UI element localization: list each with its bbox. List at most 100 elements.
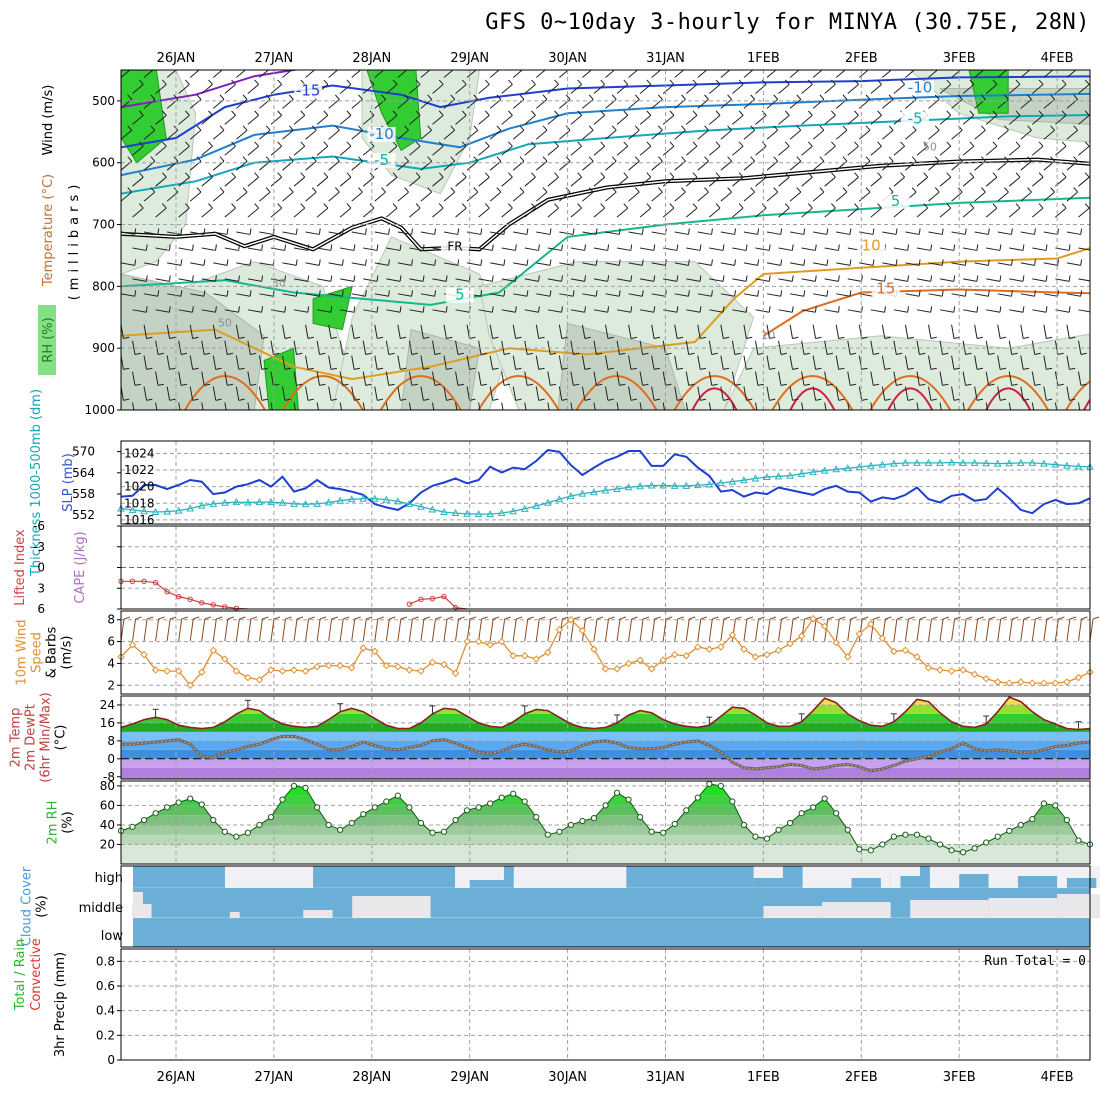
wind-barb: [709, 309, 724, 313]
wind-barb-flag: [538, 398, 545, 401]
wind-speed-point: [705, 645, 714, 653]
wind-barb: [847, 207, 859, 218]
wind-barb-flag: [238, 367, 245, 370]
wind-barb-flag: [715, 79, 721, 85]
surface-wind-barb: [1031, 618, 1036, 642]
wind-barb: [155, 176, 167, 187]
wind-barb: [443, 386, 447, 401]
cloud-high-patch: [195, 883, 225, 888]
wind-barb-flag: [791, 244, 794, 251]
wind-barb: [547, 114, 559, 125]
wind-speed-point: [140, 650, 148, 659]
wind-barb: [270, 371, 274, 386]
wind-barb-flag: [803, 383, 811, 386]
wind-barb-flag: [964, 259, 967, 266]
wind-barb: [1032, 309, 1047, 313]
wind-barb: [236, 262, 251, 266]
wind-barb-flag: [849, 228, 852, 235]
wind-barb-flag: [503, 228, 506, 235]
slp-tick-label: 1016: [124, 513, 155, 527]
wind-barb: [1077, 340, 1082, 355]
wind-speed-point: [970, 670, 979, 679]
surface-wind-barb: [270, 618, 275, 642]
wind-barb-flag: [1061, 110, 1067, 116]
wind-barb-flag: [1045, 275, 1048, 282]
wind-barb: [778, 402, 781, 410]
temperature-contour: [762, 288, 1090, 337]
wind-barb-flag: [196, 187, 202, 193]
wind-barb: [593, 309, 608, 313]
wind-barb: [916, 207, 929, 218]
wind-barb: [363, 247, 378, 251]
wind-barb: [1066, 129, 1078, 140]
rh-shade-dark: [557, 322, 686, 410]
wind-barb-flag: [1092, 399, 1098, 400]
wind-barb: [259, 262, 274, 266]
wind-speed-point: [878, 634, 887, 643]
wind-barb-flag: [254, 110, 259, 116]
chart-title: GFS 0~10day 3-hourly for MINYA (30.75E, …: [485, 10, 1090, 35]
wind-barb: [616, 176, 629, 187]
wind-barb-flag: [804, 415, 810, 416]
wind-barb: [639, 371, 644, 386]
surface-wind-barb-flag: [412, 616, 419, 620]
wind-barb: [166, 70, 177, 78]
wind-barb-flag: [666, 415, 672, 416]
wind-barb-flag: [849, 259, 852, 266]
lifted-index-line: [409, 595, 468, 610]
wind-barb-flag: [261, 336, 268, 340]
wind-barb-flag: [884, 306, 886, 313]
surface-wind-barb: [720, 618, 725, 642]
wind-barb-flag: [722, 306, 725, 313]
wind-barb-flag: [215, 306, 217, 313]
wind-barb-flag: [461, 110, 467, 116]
wind-barb-flag: [738, 203, 744, 209]
wind-barb: [1008, 84, 1021, 94]
wind-barb-flag: [181, 352, 188, 356]
wind-barb: [282, 386, 286, 401]
wind-barb: [847, 145, 859, 156]
wind-barb: [466, 70, 477, 78]
wind10-ylabel: 10m Wind Speed & Barbs (m/s): [15, 619, 75, 685]
wind-barb-flag: [181, 415, 187, 416]
wind-barb: [132, 176, 144, 187]
wind-barb: [639, 114, 652, 125]
wind-barb: [963, 309, 977, 313]
wind-barb: [939, 309, 954, 313]
rh-point: [152, 810, 159, 817]
wind-barb: [1008, 176, 1021, 187]
wind-barb: [1089, 107, 1090, 109]
wind-barb: [397, 70, 408, 78]
wind-barb-flag: [669, 110, 675, 116]
wind-barb-flag: [438, 203, 444, 209]
wind-barb: [455, 309, 470, 313]
wind-barb: [166, 324, 171, 339]
wind-barb: [766, 129, 779, 140]
surface-wind-barb-flag: [550, 616, 557, 620]
surface-wind-barb-flag: [469, 616, 477, 620]
wind-barb-flag: [392, 79, 398, 85]
wind-barb-flag: [411, 383, 418, 386]
wind-barb-flag: [330, 367, 338, 370]
wind-barb-flag: [688, 228, 690, 235]
wind-barb-flag: [992, 203, 998, 209]
wind-barb-flag: [842, 125, 848, 131]
surface-wind-barb-flag: [931, 616, 938, 620]
wind-barb: [212, 324, 217, 339]
wind-barb: [778, 114, 790, 125]
wind-barb-flag: [434, 259, 437, 266]
wind-barb: [558, 324, 563, 339]
wind-barb: [835, 129, 848, 140]
wind-barb: [881, 355, 886, 370]
contour-label-bg: [906, 80, 935, 96]
wind-barb-flag: [295, 290, 298, 297]
wind-barb-flag: [354, 367, 361, 370]
wind-barb: [1032, 278, 1047, 282]
surface-wind-barb: [166, 618, 171, 642]
wind-barb-flag: [192, 367, 199, 370]
wind-barb-flag: [405, 64, 409, 68]
wind-barb-flag: [1084, 172, 1090, 178]
wind-barb: [270, 340, 274, 355]
wind-speed-point: [486, 641, 494, 649]
wind-speed-point: [382, 661, 391, 670]
